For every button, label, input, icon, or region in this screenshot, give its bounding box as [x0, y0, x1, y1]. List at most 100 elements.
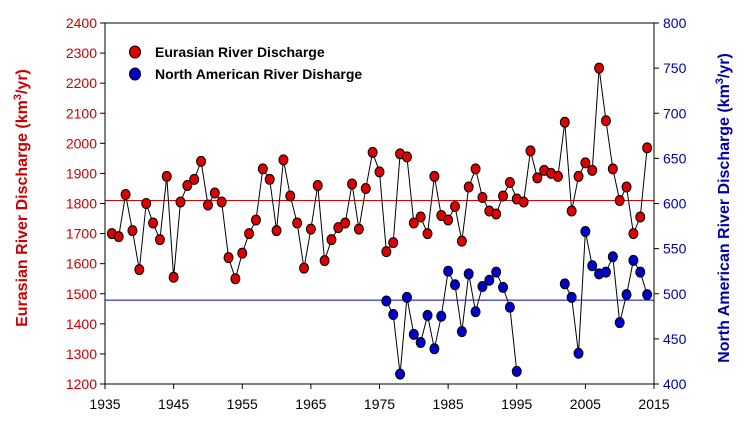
y-right-tick-label-600: 600: [663, 196, 687, 212]
point-north-american-1984: [436, 310, 447, 322]
point-eurasian-1968: [326, 234, 337, 246]
point-eurasian-1974: [367, 146, 378, 158]
point-eurasian-1977: [388, 237, 399, 249]
y-left-tick-label-1300: 1300: [66, 346, 97, 362]
point-north-american-2012: [628, 254, 639, 266]
point-eurasian-1980: [408, 217, 419, 229]
point-north-american-2008: [600, 266, 611, 278]
point-eurasian-1993: [498, 190, 509, 202]
point-eurasian-1976: [381, 246, 392, 258]
y-right-tick-label-700: 700: [663, 105, 687, 121]
point-north-american-1987: [456, 326, 467, 338]
point-eurasian-2005: [580, 157, 591, 169]
point-eurasian-1970: [340, 217, 351, 229]
y-right-tick-label-550: 550: [663, 241, 687, 257]
point-eurasian-1971: [347, 178, 358, 190]
point-eurasian-1990: [477, 191, 488, 203]
legend: Eurasian River Discharge North American …: [129, 44, 362, 82]
point-eurasian-1953: [223, 252, 234, 264]
point-north-american-2006: [587, 260, 598, 272]
point-north-american-1988: [463, 268, 474, 280]
point-eurasian-2011: [621, 181, 632, 193]
point-north-american-2013: [635, 266, 646, 278]
y-left-tick-label-1900: 1900: [66, 165, 97, 181]
y-right-tick-label-500: 500: [663, 286, 687, 302]
point-eurasian-1938: [120, 188, 131, 200]
point-north-american-1980: [408, 328, 419, 340]
legend-marker-eurasian: [129, 45, 141, 59]
x-tick-label-1975: 1975: [364, 396, 395, 412]
legend-item-eurasian: Eurasian River Discharge: [129, 44, 325, 60]
point-eurasian-1948: [189, 173, 200, 185]
y-left-tick-label-2100: 2100: [66, 105, 97, 121]
point-eurasian-1965: [305, 223, 316, 235]
x-tick-label-2005: 2005: [570, 396, 601, 412]
point-eurasian-1951: [209, 187, 220, 199]
point-eurasian-2003: [566, 205, 577, 217]
point-eurasian-2010: [614, 194, 625, 206]
point-eurasian-1944: [161, 170, 172, 182]
point-eurasian-1961: [278, 154, 289, 166]
point-north-american-2004: [573, 347, 584, 359]
point-eurasian-1986: [449, 201, 460, 213]
point-eurasian-1964: [299, 262, 310, 274]
x-tick-label-1955: 1955: [227, 396, 258, 412]
point-eurasian-2004: [573, 170, 584, 182]
point-eurasian-2006: [587, 164, 598, 176]
x-tick-label-1985: 1985: [433, 396, 464, 412]
axes-layer: 1935 1945 1955 1965 1975 1985 1995 2005 2015 1200…: [66, 15, 687, 412]
y-left-tick-label-1700: 1700: [66, 226, 97, 242]
point-eurasian-2014: [642, 142, 653, 154]
point-eurasian-1937: [113, 231, 124, 243]
point-north-american-1994: [504, 301, 515, 313]
point-eurasian-1943: [154, 234, 165, 246]
point-north-american-1977: [388, 309, 399, 321]
y-left-axis-title: Eurasian River Discharge (km3/yr): [12, 69, 31, 327]
point-north-american-1982: [422, 309, 433, 321]
point-north-american-1985: [443, 265, 454, 277]
point-north-american-2009: [607, 251, 618, 263]
y-left-tick-label-2400: 2400: [66, 15, 97, 31]
point-north-american-1995: [511, 365, 522, 377]
x-tick-label-1965: 1965: [295, 396, 326, 412]
point-north-american-2005: [580, 225, 591, 237]
point-eurasian-2002: [559, 116, 570, 128]
point-north-american-1979: [401, 291, 412, 303]
point-north-american-1978: [395, 368, 406, 380]
point-north-american-1986: [449, 279, 460, 291]
point-eurasian-1975: [374, 166, 385, 178]
point-north-american-1990: [477, 281, 488, 293]
point-eurasian-2001: [552, 170, 563, 182]
point-north-american-1992: [491, 266, 502, 278]
point-eurasian-1983: [429, 170, 440, 182]
point-eurasian-1940: [134, 264, 145, 276]
point-eurasian-1958: [257, 163, 268, 175]
point-eurasian-1972: [353, 223, 364, 235]
point-eurasian-1949: [196, 155, 207, 167]
x-tick-label-2015: 2015: [638, 396, 669, 412]
legend-label-eurasian: Eurasian River Discharge: [155, 44, 325, 60]
y-right-tick-label-800: 800: [663, 15, 687, 31]
x-tick-label-1935: 1935: [89, 396, 120, 412]
point-eurasian-1945: [168, 271, 179, 283]
y-right-tick-label-650: 650: [663, 150, 687, 166]
point-eurasian-1947: [182, 179, 193, 191]
point-eurasian-1954: [230, 273, 241, 285]
y-left-tick-label-1800: 1800: [66, 196, 97, 212]
point-eurasian-1998: [532, 172, 543, 184]
point-eurasian-1967: [319, 255, 330, 267]
point-north-american-1989: [470, 306, 481, 318]
legend-label-north-american: North American River Disharge: [155, 66, 362, 82]
point-eurasian-1942: [148, 217, 159, 229]
y-left-tick-label-2000: 2000: [66, 135, 97, 151]
point-eurasian-1997: [525, 145, 536, 157]
point-eurasian-1956: [244, 228, 255, 240]
y-left-tick-label-1600: 1600: [66, 256, 97, 272]
point-eurasian-2012: [628, 228, 639, 240]
point-north-american-1981: [415, 336, 426, 348]
x-tick-label-1945: 1945: [158, 396, 189, 412]
y-left-tick-label-1200: 1200: [66, 376, 97, 392]
point-eurasian-2013: [635, 211, 646, 223]
point-eurasian-1957: [250, 214, 261, 226]
